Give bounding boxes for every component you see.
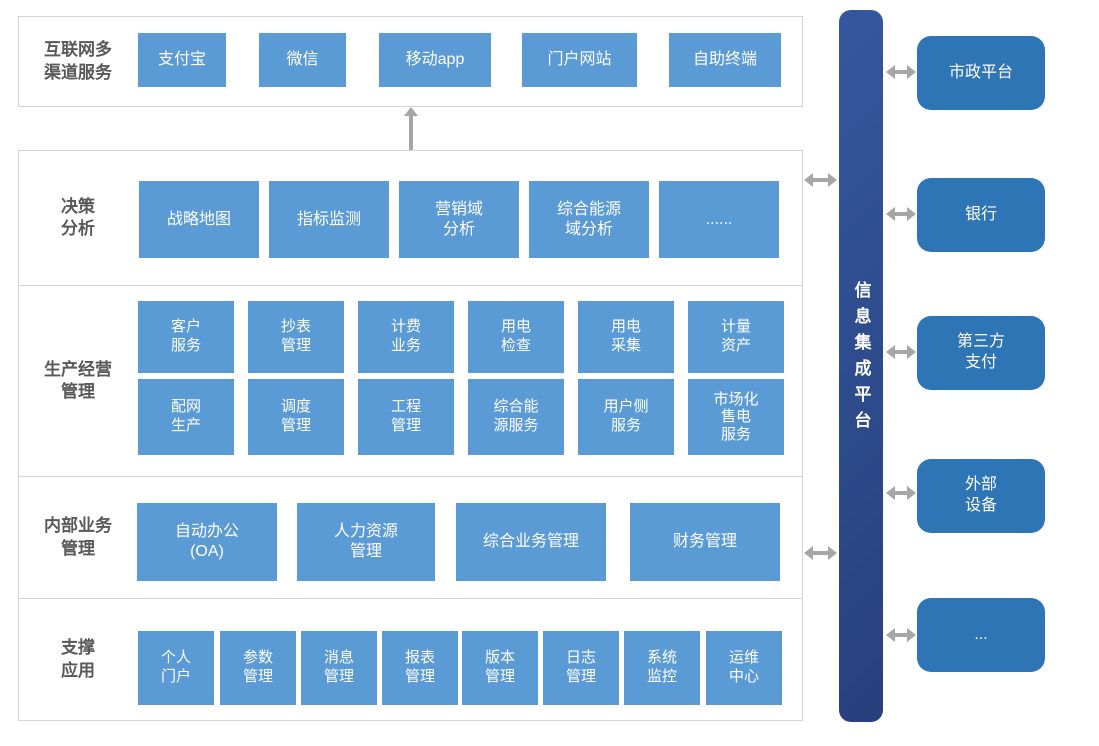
band-label-internet-multichannel: 互联网多 渠道服务 — [44, 40, 112, 82]
arrow-decision-to-internet-channels — [404, 107, 418, 150]
box-distribution-network-production: 配网 生产 — [138, 379, 234, 455]
box-parameter-mgmt: 参数 管理 — [220, 631, 296, 705]
box-report-mgmt: 报表 管理 — [382, 631, 458, 705]
box-ops-maintenance-center: 运维 中心 — [706, 631, 782, 705]
band-decision-analysis: 决策 分析 战略地图 指标监测 营销域 分析 综合能源 域分析 ...... — [18, 150, 803, 286]
box-billing-business: 计费 业务 — [358, 301, 454, 373]
arrow-platform-to-bank — [886, 207, 916, 221]
box-self-service-terminal: 自助终端 — [669, 33, 781, 87]
box-office-automation-oa: 自动办公 (OA) — [137, 503, 277, 581]
arrow-platform-to-third-party-payment — [886, 345, 916, 359]
arrow-platform-to-external-devices — [886, 486, 916, 500]
band-label-supporting-apps: 支撑 应用 — [61, 638, 95, 680]
box-market-electricity-sale-service: 市场化 售电 服务 — [688, 379, 784, 455]
information-integration-platform-bar: 信息集成平台 — [839, 10, 883, 722]
external-bank: 银行 — [917, 178, 1045, 252]
external-more: ... — [917, 598, 1045, 672]
box-ellipsis-more: ...... — [659, 181, 779, 258]
arrow-decision-analysis-to-platform — [804, 173, 837, 187]
band-label-production-operation: 生产经营 管理 — [44, 359, 112, 401]
box-system-monitoring: 系统 监控 — [624, 631, 700, 705]
box-integrated-business-mgmt: 综合业务管理 — [456, 503, 606, 581]
box-dispatch-mgmt: 调度 管理 — [248, 379, 344, 455]
box-portal-website: 门户网站 — [522, 33, 637, 87]
box-mobile-app: 移动app — [379, 33, 491, 87]
box-metering-assets: 计量 资产 — [688, 301, 784, 373]
band-production-operation-management: 生产经营 管理 客户 服务 抄表 管理 计费 业务 用电 检查 用电 采集 计量… — [18, 285, 803, 477]
box-log-mgmt: 日志 管理 — [543, 631, 619, 705]
arrow-platform-to-more — [886, 628, 916, 642]
external-municipal-platform: 市政平台 — [917, 36, 1045, 110]
band-label-internal-business: 内部业务 管理 — [44, 516, 112, 558]
box-power-inspection: 用电 检查 — [468, 301, 564, 373]
integration-platform-label: 信息集成平台 — [851, 281, 871, 437]
box-marketing-domain-analysis: 营销域 分析 — [399, 181, 519, 258]
box-integrated-energy-service: 综合能 源服务 — [468, 379, 564, 455]
box-power-data-collection: 用电 采集 — [578, 301, 674, 373]
box-indicator-monitoring: 指标监测 — [269, 181, 389, 258]
band-internal-business-management: 内部业务 管理 自动办公 (OA) 人力资源 管理 综合业务管理 财务管理 — [18, 476, 803, 599]
box-project-mgmt: 工程 管理 — [358, 379, 454, 455]
box-human-resources-mgmt: 人力资源 管理 — [297, 503, 435, 581]
arrow-internal-business-to-platform — [804, 546, 837, 560]
box-wechat: 微信 — [259, 33, 346, 87]
box-user-side-service: 用户侧 服务 — [578, 379, 674, 455]
band-internet-multichannel-services: 互联网多 渠道服务 支付宝 微信 移动app 门户网站 自助终端 — [18, 16, 803, 107]
arrow-platform-to-municipal — [886, 65, 916, 79]
external-devices: 外部 设备 — [917, 459, 1045, 533]
external-third-party-payment: 第三方 支付 — [917, 316, 1045, 390]
box-integrated-energy-domain-analysis: 综合能源 域分析 — [529, 181, 649, 258]
box-message-mgmt: 消息 管理 — [301, 631, 377, 705]
box-version-mgmt: 版本 管理 — [462, 631, 538, 705]
band-label-decision-analysis: 决策 分析 — [61, 196, 95, 238]
band-supporting-applications: 支撑 应用 个人 门户 参数 管理 消息 管理 报表 管理 版本 管理 日志 管… — [18, 598, 803, 721]
box-finance-mgmt: 财务管理 — [630, 503, 780, 581]
box-alipay: 支付宝 — [138, 33, 226, 87]
box-strategy-map: 战略地图 — [139, 181, 259, 258]
box-meter-reading-mgmt: 抄表 管理 — [248, 301, 344, 373]
box-customer-service: 客户 服务 — [138, 301, 234, 373]
box-personal-portal: 个人 门户 — [138, 631, 214, 705]
